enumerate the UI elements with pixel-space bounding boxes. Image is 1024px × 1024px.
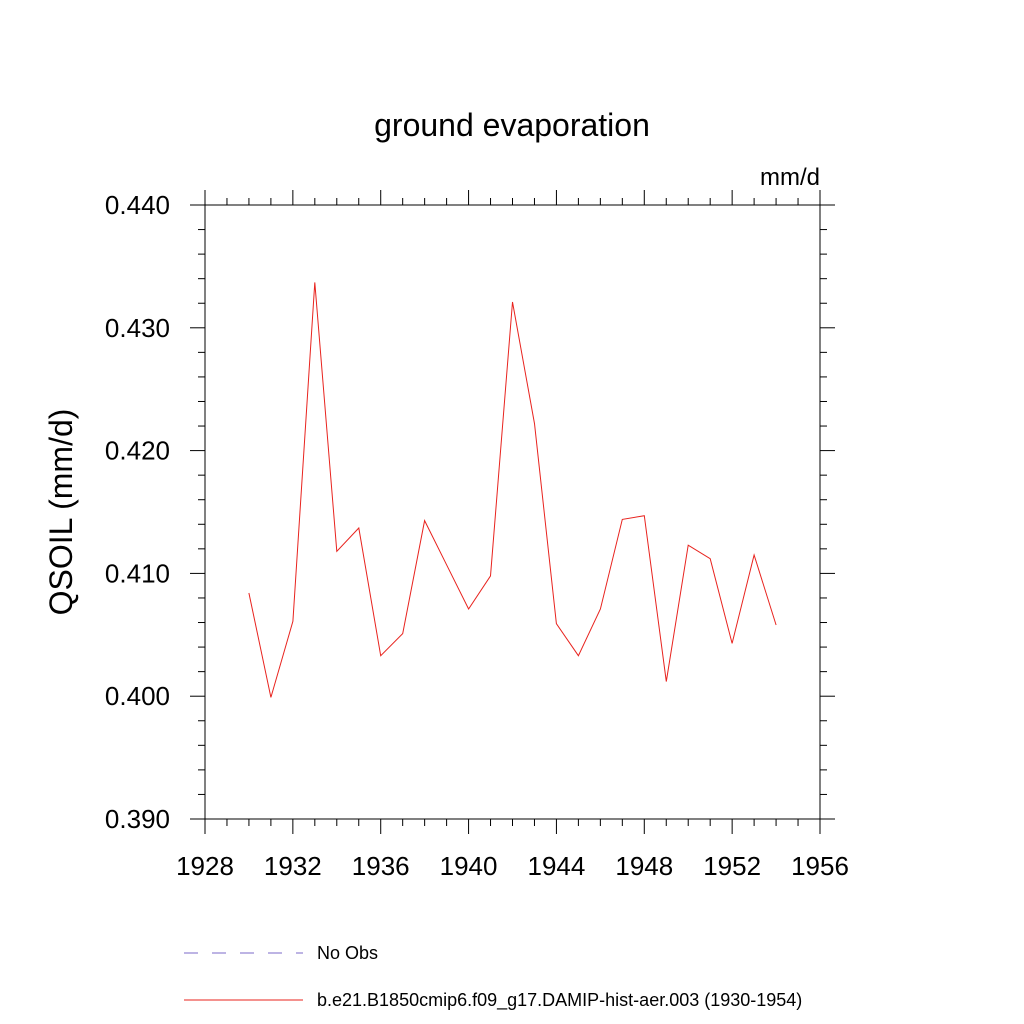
x-tick-label: 1944 [528, 851, 586, 881]
x-tick-label: 1948 [615, 851, 673, 881]
x-tick-label: 1932 [264, 851, 322, 881]
y-tick-label: 0.390 [105, 804, 170, 834]
x-tick-label: 1956 [791, 851, 849, 881]
y-tick-labels: 0.390 0.400 0.410 0.420 0.430 0.440 [105, 190, 170, 834]
y-tick-label: 0.400 [105, 681, 170, 711]
series-group [248, 282, 777, 698]
plot-frame [204, 204, 821, 820]
y-axis-label: QSOIL (mm/d) [43, 409, 79, 616]
y-tick-label: 0.440 [105, 190, 170, 220]
units-label: mm/d [760, 164, 820, 191]
legend: No Obs b.e21.B1850cmip6.f09_g17.DAMIP-his… [184, 943, 802, 1011]
chart-title: ground evaporation [374, 107, 650, 143]
axis-ticks [190, 190, 835, 834]
x-tick-label: 1928 [176, 851, 234, 881]
x-tick-label: 1940 [440, 851, 498, 881]
x-tick-label: 1952 [703, 851, 761, 881]
x-tick-label: 1936 [352, 851, 410, 881]
y-tick-label: 0.410 [105, 558, 170, 588]
x-tick-labels: 1928 1932 1936 1940 1944 1948 1952 1956 [176, 851, 849, 881]
y-tick-label: 0.430 [105, 313, 170, 343]
legend-label: b.e21.B1850cmip6.f09_g17.DAMIP-hist-aer.… [317, 990, 802, 1011]
series-line [248, 282, 777, 698]
y-tick-label: 0.420 [105, 436, 170, 466]
legend-label: No Obs [317, 943, 378, 963]
